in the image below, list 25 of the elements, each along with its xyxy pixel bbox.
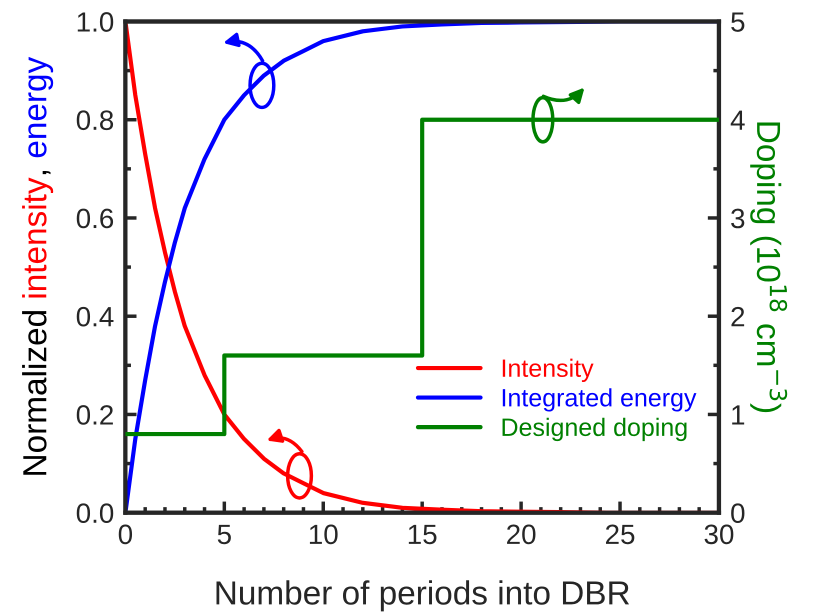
y-tick-label: 0.2 (76, 405, 113, 425)
y2-tick-label: 3 (731, 208, 744, 228)
y-tick-label: 0.0 (76, 503, 114, 524)
y-tick-label: 0.4 (76, 306, 114, 327)
legend-label: Integrated energy (502, 388, 696, 412)
x-tick-label: 30 (704, 524, 734, 544)
x-tick-label: 10 (310, 524, 338, 544)
y-axis-title: Normalized intensity, energy (22, 56, 54, 475)
y-tick-label: 0.6 (76, 208, 114, 228)
y2-tick-label: 2 (731, 306, 744, 326)
legend-label: Intensity (502, 358, 594, 382)
y2-tick-label: 5 (731, 12, 744, 32)
y2-tick-label: 4 (730, 110, 745, 130)
y-tick-label: 1.0 (78, 12, 114, 32)
x-tick-label: 25 (606, 524, 634, 544)
y-tick-label: 0.8 (76, 110, 114, 130)
y2-tick-label: 0 (731, 503, 744, 524)
y2-tick-label: 1 (732, 405, 744, 425)
x-tick-label: 20 (507, 524, 536, 544)
x-axis-title: Number of periods into DBR (216, 580, 630, 612)
legend-label: Designed doping (502, 418, 687, 442)
x-tick-label: 5 (218, 524, 231, 544)
x-tick-label: 15 (408, 524, 436, 544)
x-tick-label: 0 (118, 524, 132, 544)
y2-axis-title: Doping (10$^{18}$ cm$^{−3}$) (750, 122, 788, 412)
